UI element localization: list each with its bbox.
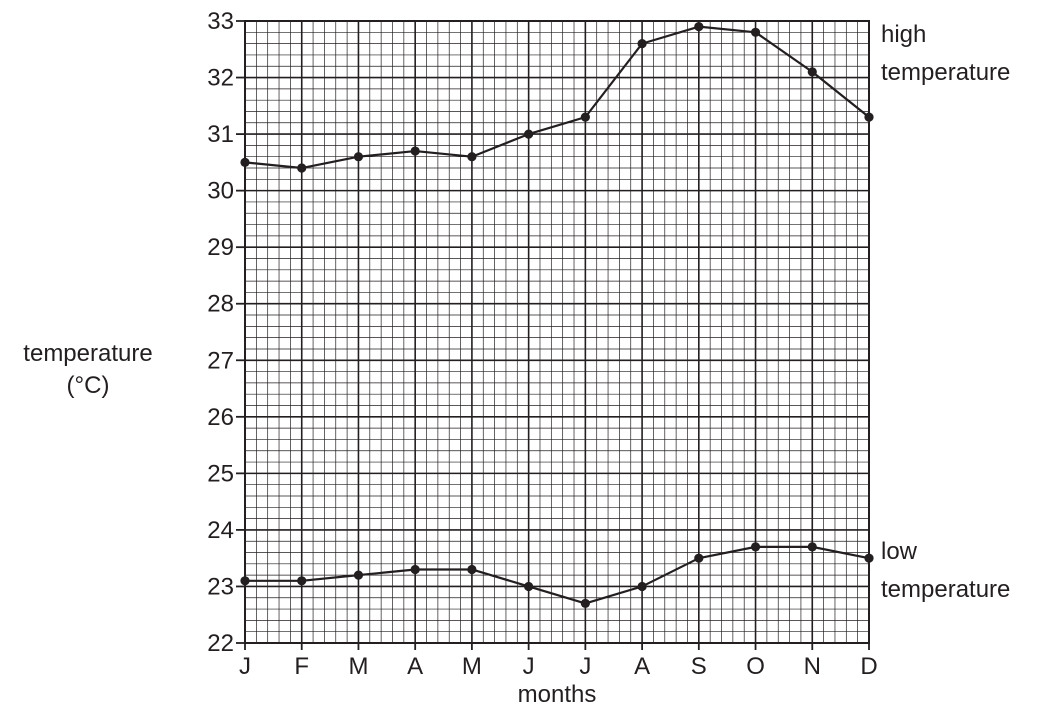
x-tick-label: O xyxy=(746,653,765,680)
x-tick-label: D xyxy=(860,653,877,680)
high-temperature-point xyxy=(637,39,647,49)
x-tick-label: M xyxy=(348,653,368,680)
y-axis-title-line-2: (°C) xyxy=(67,372,110,399)
x-tick-label: J xyxy=(523,653,535,680)
low-temperature-point xyxy=(807,542,817,552)
high-temperature-line xyxy=(244,25,870,170)
y-axis-title-line-1: temperature xyxy=(23,340,152,367)
high-temperature-point xyxy=(524,129,534,139)
x-tick-label: F xyxy=(294,653,309,680)
tick-labels: 22 23 24 25 26 27 28 29 30 31 32 33 J F M A M J J A S O N D xyxy=(207,8,877,680)
x-tick-label: S xyxy=(691,653,707,680)
y-tick-label: 25 xyxy=(207,460,234,487)
high-series-label-line-1: high xyxy=(881,21,926,48)
low-temperature-point xyxy=(580,598,590,609)
high-temperature-point xyxy=(694,22,704,32)
high-temperature-point xyxy=(297,163,307,173)
low-series-label-line-1: low xyxy=(881,538,918,565)
y-tick-label: 23 xyxy=(207,573,234,600)
y-tick-label: 29 xyxy=(207,234,234,261)
low-temperature-point xyxy=(750,542,761,552)
y-tick-label: 30 xyxy=(207,178,234,205)
grid xyxy=(244,20,870,644)
series-lines xyxy=(240,22,874,609)
y-tick-label: 24 xyxy=(207,517,234,544)
x-tick-label: N xyxy=(804,653,821,680)
low-temperature-point xyxy=(410,564,420,575)
y-tick-label: 31 xyxy=(207,121,234,148)
y-tick-label: 27 xyxy=(207,347,234,374)
y-tick-label: 22 xyxy=(207,630,234,657)
x-tick-label: J xyxy=(579,653,591,680)
low-temperature-point xyxy=(524,581,534,592)
y-tick-label: 32 xyxy=(207,65,234,92)
low-temperature-point xyxy=(467,564,477,575)
x-tick-label: A xyxy=(634,653,650,680)
x-tick-label: A xyxy=(407,653,423,680)
low-temperature-point xyxy=(240,576,250,586)
high-temperature-point xyxy=(240,157,250,167)
low-temperature-point xyxy=(694,553,704,563)
high-temperature-point xyxy=(750,27,761,37)
low-series-label-line-2: temperature xyxy=(881,576,1010,603)
low-temperature-point xyxy=(297,576,307,586)
y-tick-label: 26 xyxy=(207,404,234,431)
plot-frame xyxy=(244,20,870,644)
high-temperature-point xyxy=(807,67,817,77)
y-tick-label: 28 xyxy=(207,291,234,318)
high-series-label-line-2: temperature xyxy=(881,59,1010,86)
high-temperature-point xyxy=(864,112,874,122)
low-temperature-line xyxy=(245,545,870,605)
y-tick-label: 33 xyxy=(207,8,234,35)
high-temperature-point xyxy=(580,112,590,122)
high-temperature-point xyxy=(353,152,364,162)
high-temperature-point xyxy=(410,146,420,156)
x-tick-label: J xyxy=(239,653,251,680)
low-temperature-point xyxy=(353,570,364,580)
low-temperature-point xyxy=(637,581,647,592)
x-axis-title: months xyxy=(518,681,597,708)
x-tick-label: M xyxy=(462,653,482,680)
high-temperature-point xyxy=(467,152,477,162)
low-temperature-point xyxy=(864,553,874,563)
